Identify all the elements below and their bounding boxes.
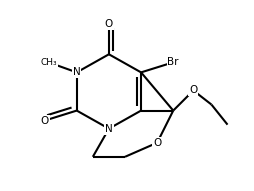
Text: N: N — [105, 124, 113, 134]
Text: Br: Br — [167, 57, 179, 67]
Text: N: N — [73, 67, 81, 77]
Text: O: O — [153, 138, 161, 148]
Text: O: O — [189, 86, 197, 96]
Text: CH₃: CH₃ — [40, 58, 57, 67]
Text: O: O — [40, 116, 49, 126]
Text: O: O — [105, 19, 113, 29]
